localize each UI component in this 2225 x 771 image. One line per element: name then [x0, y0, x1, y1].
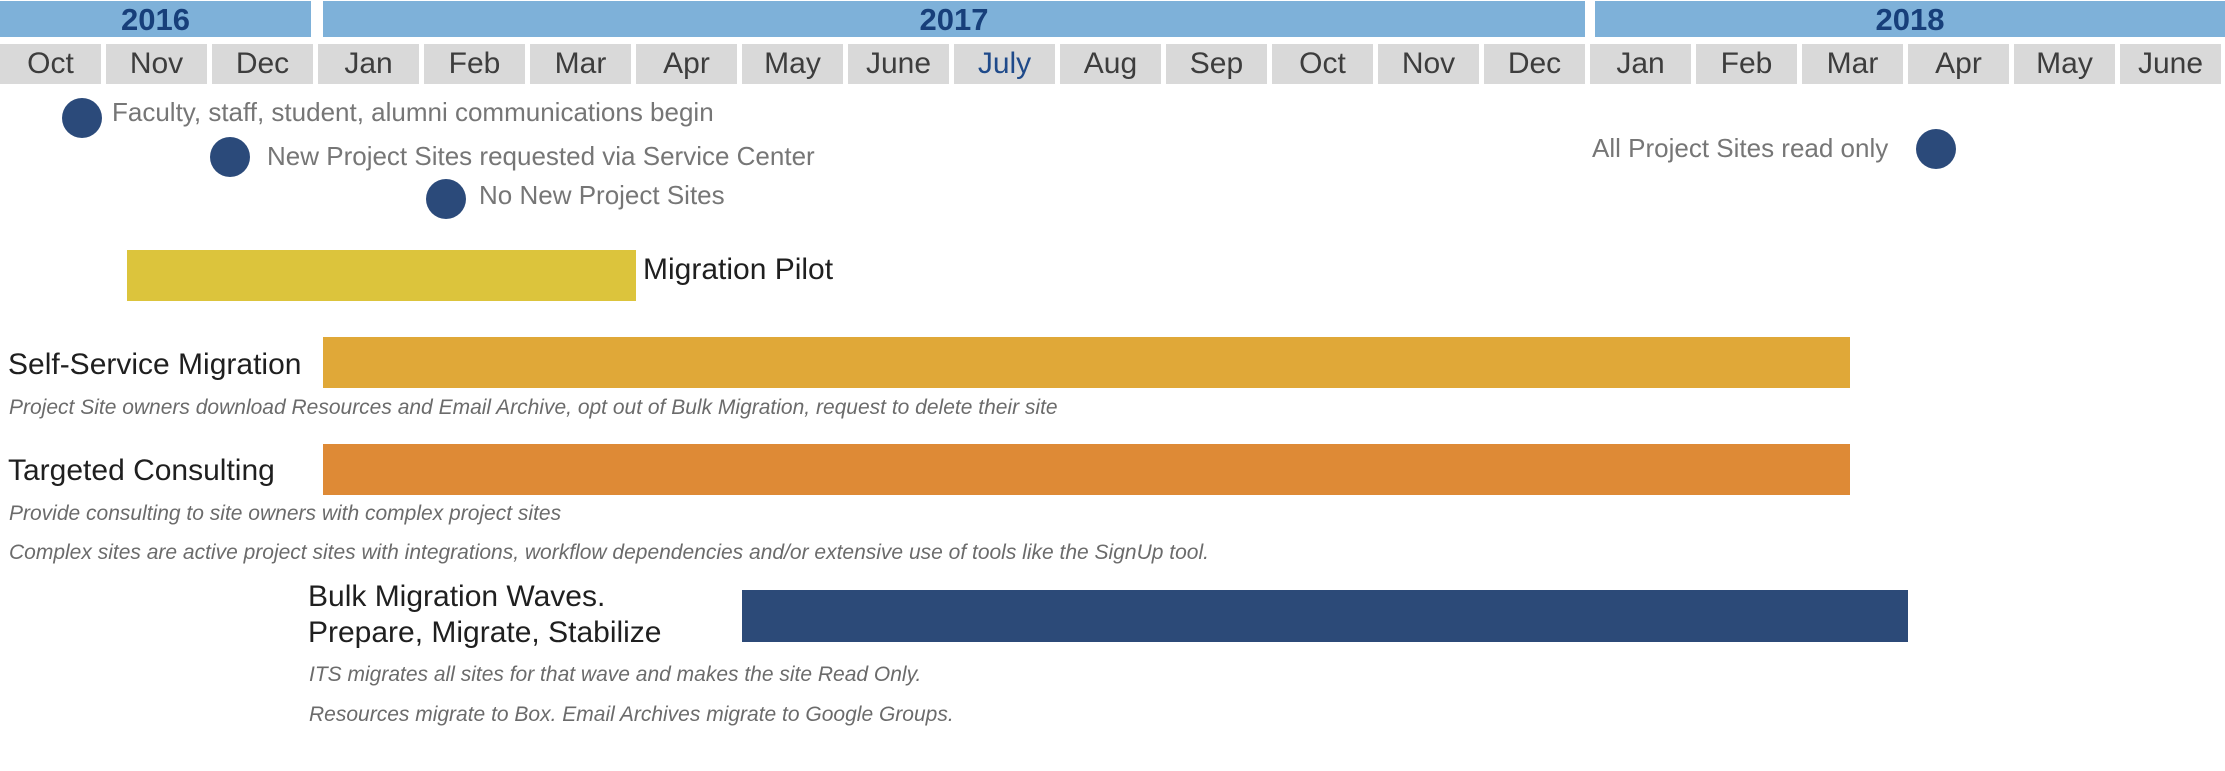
month-cell: Mar [1802, 44, 1903, 84]
milestone-dot [1916, 129, 1956, 169]
bulk-migration-label-line2: Prepare, Migrate, Stabilize [308, 616, 662, 649]
bulk-migration-bar [742, 590, 1908, 642]
month-cell: Feb [424, 44, 525, 84]
milestone-label: No New Project Sites [479, 180, 725, 210]
milestone-dot [426, 179, 466, 219]
month-cell: Nov [1378, 44, 1479, 84]
milestone-label: New Project Sites requested via Service … [267, 141, 815, 171]
self-service-migration-note: Project Site owners download Resources a… [9, 396, 1058, 419]
month-cell: June [848, 44, 949, 84]
month-cell: Oct [0, 44, 101, 84]
month-cell: Jan [318, 44, 419, 84]
month-cell: Aug [1060, 44, 1161, 84]
month-cell: Sep [1166, 44, 1267, 84]
month-cell: Dec [1484, 44, 1585, 84]
year-2018: 2018 [1595, 1, 2225, 37]
self-service-migration-bar [323, 337, 1850, 388]
milestone-dot [210, 137, 250, 177]
month-cell: May [2014, 44, 2115, 84]
milestone-dot [62, 98, 102, 138]
month-cell: Apr [636, 44, 737, 84]
month-cell: May [742, 44, 843, 84]
bulk-migration-label: Bulk Migration Waves. [308, 580, 606, 613]
targeted-consulting-note: Provide consulting to site owners with c… [9, 502, 562, 525]
bulk-migration-note: Resources migrate to Box. Email Archives… [309, 703, 954, 726]
self-service-migration-label: Self-Service Migration [8, 348, 302, 381]
month-cell: July [954, 44, 1055, 84]
targeted-consulting-note: Complex sites are active project sites w… [9, 541, 1209, 564]
year-2017: 2017 [323, 1, 1585, 37]
month-cell: Apr [1908, 44, 2009, 84]
year-2016: 2016 [0, 1, 311, 37]
targeted-consulting-bar [323, 444, 1850, 495]
month-cell: Feb [1696, 44, 1797, 84]
migration-pilot-bar [127, 250, 636, 301]
month-cell: June [2120, 44, 2221, 84]
month-cell: Nov [106, 44, 207, 84]
targeted-consulting-label: Targeted Consulting [8, 454, 275, 487]
month-cell: Jan [1590, 44, 1691, 84]
milestone-label: Faculty, staff, student, alumni communic… [112, 97, 714, 127]
migration-pilot-label: Migration Pilot [643, 253, 834, 286]
month-cell: Mar [530, 44, 631, 84]
month-cell: Oct [1272, 44, 1373, 84]
milestone-label: All Project Sites read only [1592, 133, 1889, 163]
month-cell: Dec [212, 44, 313, 84]
bulk-migration-note: ITS migrates all sites for that wave and… [309, 663, 922, 686]
